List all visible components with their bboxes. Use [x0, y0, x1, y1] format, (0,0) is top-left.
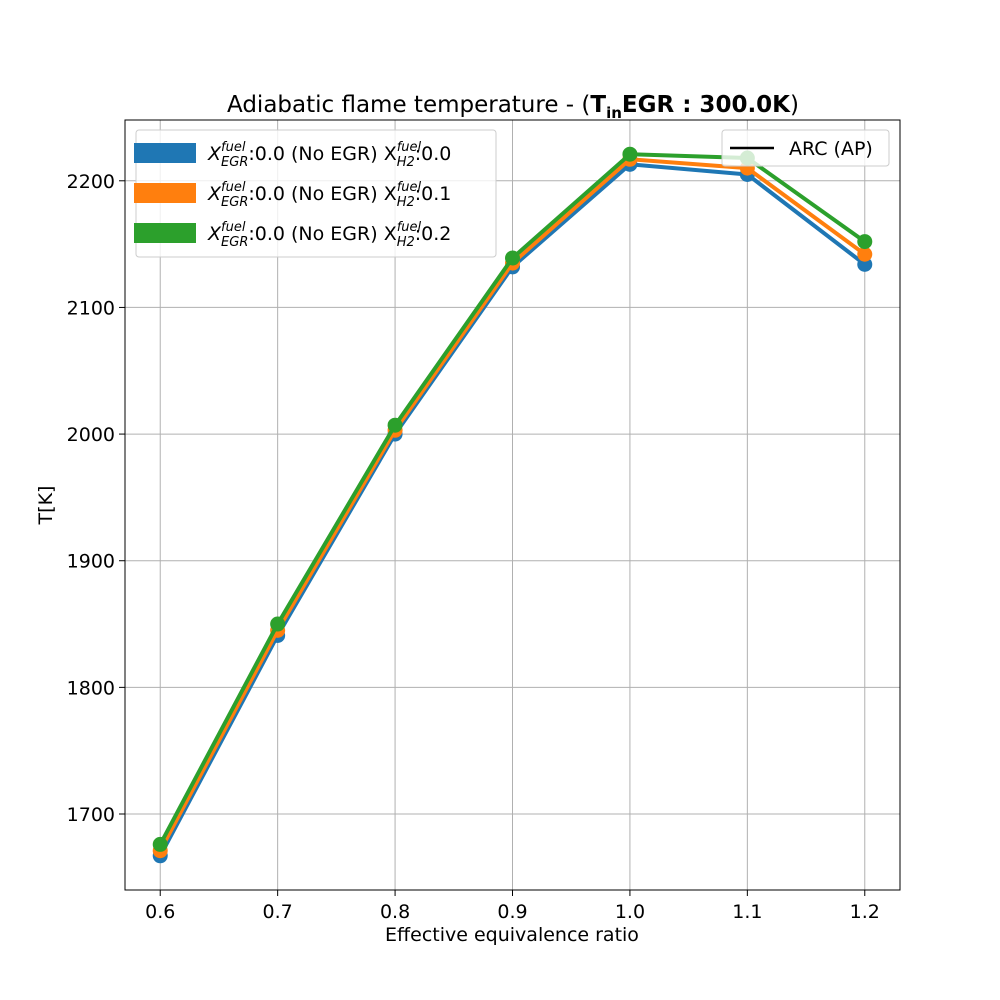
- x-tick-label: 0.6: [145, 901, 175, 923]
- title-suffix: ): [790, 92, 799, 118]
- legend-swatch: [134, 143, 196, 163]
- title-bold-main: T: [590, 92, 606, 118]
- data-point: [622, 146, 638, 162]
- title-prefix: Adiabatic flame temperature - (: [227, 92, 590, 118]
- y-axis-label: T[K]: [35, 486, 57, 526]
- style-legend: ARC (AP): [721, 129, 890, 167]
- y-tick-label: 2100: [67, 297, 115, 319]
- chart-title: Adiabatic flame temperature - (TinEGR : …: [227, 92, 799, 122]
- x-tick-label: 0.8: [380, 901, 410, 923]
- series-legend: Xfuel EGR:0.0 (No EGR) Xfuel H2:0.0 Xfuel EG…: [134, 129, 497, 258]
- data-point: [152, 836, 168, 852]
- y-tick-label: 1800: [67, 677, 115, 699]
- data-point: [270, 616, 286, 632]
- x-tick-label: 1.2: [850, 901, 880, 923]
- x-tick-label: 0.9: [497, 901, 527, 923]
- y-tick-label: 2000: [67, 424, 115, 446]
- data-point: [857, 234, 873, 250]
- data-point: [387, 417, 403, 433]
- data-point: [857, 246, 873, 262]
- y-tick-label: 1700: [67, 804, 115, 826]
- style-legend-label: ARC (AP): [789, 138, 873, 160]
- legend-swatch: [134, 183, 196, 203]
- style-legend-frame: [721, 129, 890, 167]
- y-tick-label: 1900: [67, 551, 115, 573]
- legend-label: Xfuel EGR:0.0 (No EGR) Xfuel H2:0.0: [207, 140, 451, 170]
- x-tick-label: 0.7: [263, 901, 293, 923]
- legend-label: Xfuel EGR:0.0 (No EGR) Xfuel H2:0.2: [207, 220, 451, 250]
- x-tick-label: 1.0: [615, 901, 645, 923]
- data-point: [505, 250, 520, 266]
- y-tick-label: 2200: [67, 171, 115, 193]
- x-axis-label: Effective equivalence ratio: [385, 924, 639, 946]
- y-ticks: 1700 1800 1900 2000 2100 2200: [67, 171, 125, 826]
- title-bold-sub: in: [606, 104, 622, 122]
- x-tick-label: 1.1: [732, 901, 762, 923]
- title-bold-rest: EGR : 300.0K: [622, 92, 791, 118]
- x-ticks: 0.6 0.7 0.8 0.9 1.0 1.1 1.2: [145, 890, 880, 923]
- legend-swatch: [134, 223, 196, 243]
- legend-label: Xfuel EGR:0.0 (No EGR) Xfuel H2:0.1: [207, 180, 451, 210]
